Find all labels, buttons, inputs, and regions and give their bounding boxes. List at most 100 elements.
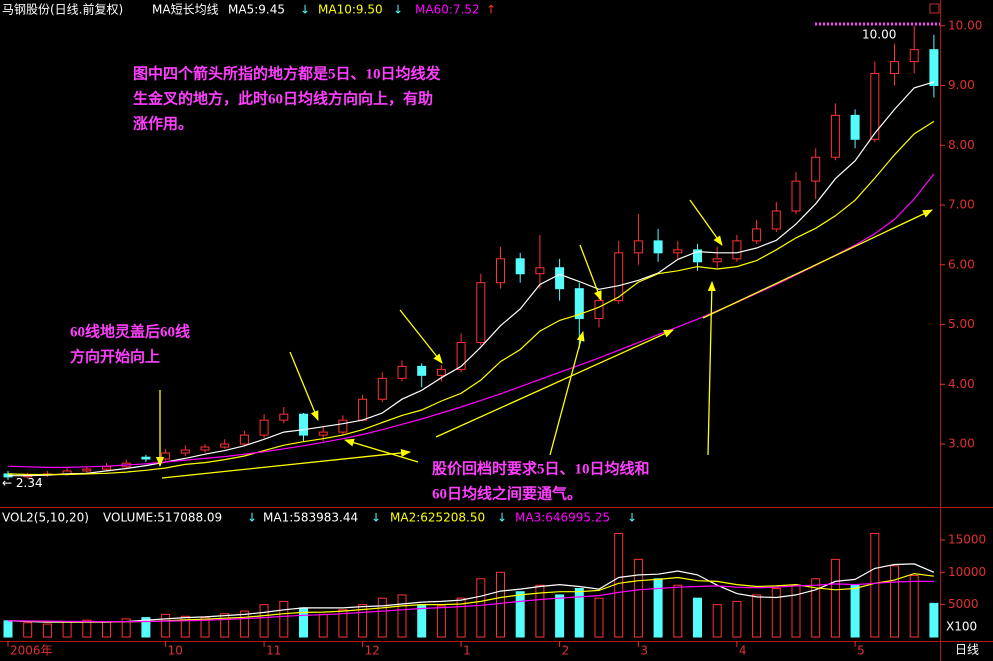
high-label: 10.00 [862, 27, 896, 41]
volume-bar [890, 565, 899, 638]
candle-body [791, 180, 801, 212]
legend-entry: MA1:583983.44 [263, 511, 358, 525]
candle-body [732, 240, 742, 260]
volume-bar [732, 600, 742, 638]
volume-bar [574, 587, 584, 638]
y-tick-label: 8.00 [948, 138, 975, 152]
volume-bar [62, 620, 72, 638]
volume-bar [239, 610, 249, 638]
volume-bar [515, 591, 525, 638]
candle-body [102, 466, 111, 470]
candle-body [574, 288, 584, 320]
ma-line [7, 563, 935, 623]
volume-bar [102, 621, 111, 638]
candle-body [279, 413, 289, 421]
y-tick-label: 15000 [948, 532, 986, 546]
candle-body [496, 258, 505, 284]
x-tick-label: 2006年 [10, 644, 53, 658]
candle-body [141, 456, 151, 460]
candle-body [377, 377, 387, 400]
candle-body [594, 300, 604, 320]
x-tick-label: 10 [168, 644, 183, 658]
volume-bar [220, 613, 230, 638]
volume-bar [850, 584, 860, 638]
candle-body [653, 240, 663, 254]
y-tick-label: 7.00 [948, 198, 975, 212]
candle-body [771, 210, 781, 230]
volume-bar [456, 597, 466, 638]
y-tick-label: 9.00 [948, 78, 975, 92]
candle-body [929, 49, 939, 87]
volume-bar [614, 532, 624, 638]
candle-body [318, 431, 328, 436]
volume-bar [693, 597, 702, 638]
legend-arrow: ↓ [627, 511, 637, 525]
volume-bar [259, 604, 269, 638]
candle-body [358, 398, 368, 421]
x-tick-label: 5 [857, 644, 865, 658]
volume-bar [791, 584, 801, 638]
y-tick-label: 6.00 [948, 257, 975, 271]
volume-bar [653, 578, 663, 638]
candle-body [82, 468, 92, 472]
candle-body [180, 449, 190, 454]
volume-bar [929, 602, 939, 638]
legend-arrow: ↓ [371, 511, 381, 525]
legend-entry: MA2:625208.50 [390, 511, 485, 525]
candle-body [397, 365, 407, 379]
volume-bar [338, 609, 348, 638]
legend-arrow: ↓ [497, 511, 507, 525]
volume-title: VOL2(5,10,20) [2, 511, 89, 525]
annotation: 股价回档时要求5日、10日均线和 [432, 459, 650, 477]
y-tick-label: 5000 [948, 597, 979, 611]
x-tick-label: 12 [365, 644, 380, 658]
volume-bar [279, 600, 289, 638]
candle-body [555, 267, 565, 290]
candle-body [259, 419, 269, 436]
legend-entry: MA10:9.50 [318, 3, 383, 17]
candle-body [535, 267, 545, 275]
candle-body [673, 249, 683, 254]
legend-entry: MA3:646995.25 [515, 511, 610, 525]
volume-bar [673, 584, 683, 638]
x-tick-label: 1 [463, 644, 471, 658]
candle-body [476, 282, 486, 343]
y-tick-label: 3.00 [948, 437, 975, 451]
volume-bar [909, 575, 919, 638]
volume-bar [633, 558, 643, 638]
chart-title: 马钢股份(日线.前复权) [2, 2, 123, 17]
volume-bar [377, 597, 387, 638]
annotation: 图中四个箭头所指的地方都是5日、10日均线发 [133, 64, 442, 82]
indicator-name: MA短长均线 [152, 3, 219, 17]
candle-body [850, 114, 860, 140]
candle-body [752, 228, 762, 242]
volume-bar [830, 558, 840, 638]
volume-unit: X100 [946, 620, 977, 634]
annotation-arrows [156, 199, 933, 479]
candle-body [614, 252, 624, 302]
volume-bar [555, 594, 565, 638]
window-icon [929, 3, 940, 14]
volume-bar [496, 571, 505, 638]
candle-body [200, 446, 210, 451]
volume-bar [200, 617, 210, 638]
volume-bar [121, 618, 131, 638]
volume-bar [436, 605, 446, 638]
legend-entry: MA60:7.52 [415, 3, 480, 17]
candle-body [456, 341, 466, 370]
ma-line [7, 580, 934, 623]
candle-body [436, 368, 446, 376]
candle-body [890, 61, 899, 75]
candle-body [830, 114, 840, 158]
volume-bar [752, 594, 762, 638]
annotation: 生金叉的地方，此时60日均线方向向上，有助 [133, 89, 433, 107]
legend-arrow: ↓ [300, 3, 310, 17]
volume-bar [318, 613, 328, 638]
candle-body [161, 452, 171, 460]
candle-body [338, 419, 348, 433]
y-tick-label: 10.00 [948, 18, 982, 32]
annotation: 60线地灵盖后60线 [70, 322, 190, 340]
y-tick-label: 5.00 [948, 317, 975, 331]
